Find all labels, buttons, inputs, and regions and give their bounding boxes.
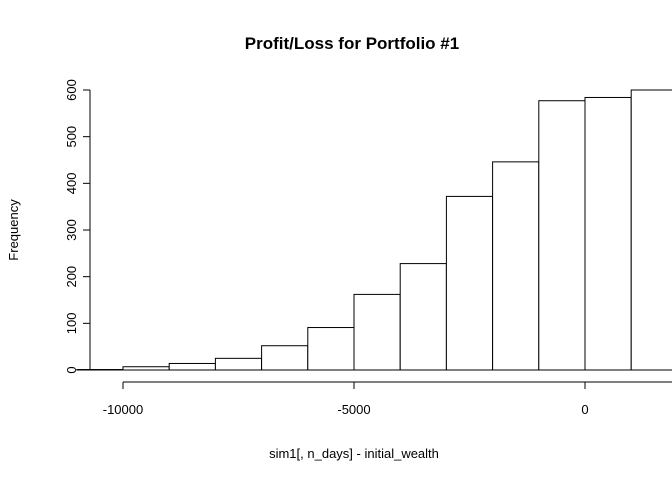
x-axis-label: sim1[, n_days] - initial_wealth: [269, 446, 439, 461]
y-tick-label: 400: [64, 172, 79, 194]
histogram-bar: [399, 263, 447, 371]
y-tick-label: 100: [64, 312, 79, 334]
histogram-bar: [445, 195, 494, 371]
chart-title: Profit/Loss for Portfolio #1: [245, 34, 459, 53]
histogram-bar: [307, 327, 355, 371]
histogram-bar: [584, 96, 632, 371]
y-axis: 0 100 200 300 400 500 600: [64, 79, 91, 374]
histogram-bar: [353, 293, 401, 371]
histogram-bar: [261, 345, 309, 371]
x-axis: -10000-50000500010000: [103, 381, 672, 417]
y-tick-label: 600: [64, 79, 79, 101]
histogram-bar: [214, 357, 263, 371]
histogram-bar: [168, 362, 216, 371]
histogram-bar: [492, 161, 540, 371]
x-tick-label: -5000: [337, 402, 370, 417]
x-tick-label: 0: [581, 402, 588, 417]
histogram-bar: [122, 366, 170, 371]
y-tick-label: 200: [64, 266, 79, 288]
y-tick-label: 0: [64, 366, 79, 373]
y-tick-label: 300: [64, 219, 79, 241]
y-tick-label: 500: [64, 126, 79, 148]
histogram-bar: [630, 89, 672, 371]
histogram-bars: [76, 89, 672, 371]
x-tick-label: -10000: [103, 402, 143, 417]
y-axis-label: Frequency: [6, 199, 21, 261]
histogram-bar: [538, 100, 586, 371]
